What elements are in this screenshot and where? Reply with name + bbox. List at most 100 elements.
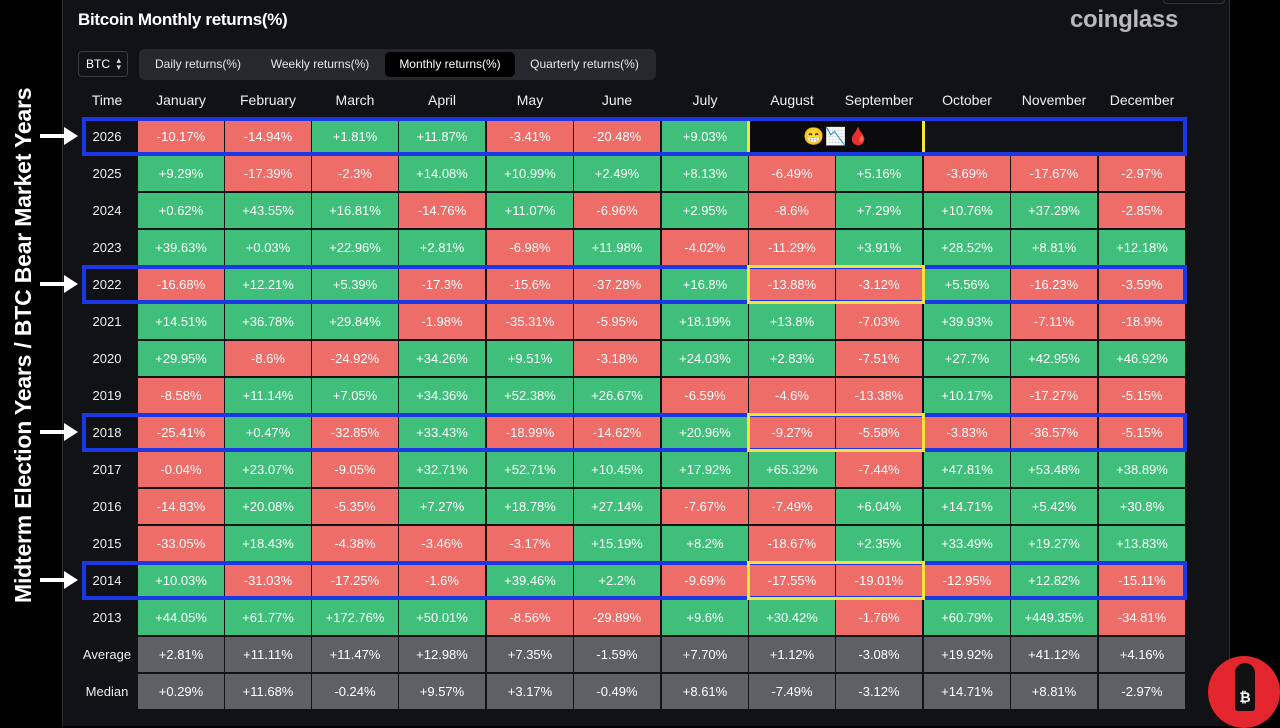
table-cell: +17.92% [662,452,748,487]
table-cell: -8.6% [225,341,311,376]
tab-weekly-returns[interactable]: Weekly returns(%) [270,57,370,71]
grin-emoji-icon: 😁 [803,126,825,146]
table-cell: -11.29% [749,230,835,265]
table-cell: -18.67% [749,526,835,561]
table-cell: +13.83% [1099,526,1185,561]
table-cell: +172.76% [312,600,398,635]
table-cell: +34.26% [399,341,485,376]
table-cell: +15.19% [574,526,660,561]
tab-quarterly-returns[interactable]: Quarterly returns(%) [530,57,639,71]
table-cell: +27.14% [574,489,660,524]
table-cell: +41.12% [1011,637,1097,672]
highlight-row-box [82,561,1187,600]
coin-select-value: BTC [86,57,110,71]
table-cell: +14.71% [924,674,1010,709]
column-header: Time [91,92,123,108]
tab-monthly-returns[interactable]: Monthly returns(%) [385,52,515,77]
table-cell: -2.97% [1099,156,1185,191]
table-cell: -16.68% [138,267,224,302]
table-cell: +12.98% [399,637,485,672]
table-cell: +9.57% [399,674,485,709]
table-cell: +52.38% [487,378,573,413]
table-cell: +16.8% [662,267,748,302]
table-cell: -1.59% [574,637,660,672]
table-cell: +23.07% [225,452,311,487]
table-cell: +4.16% [1099,637,1185,672]
table-cell: -7.51% [836,341,922,376]
table-cell: +46.92% [1099,341,1185,376]
table-cell: -7.03% [836,304,922,339]
table-cell: +0.29% [138,674,224,709]
column-header: May [516,92,544,108]
table-cell: -18.9% [1099,304,1185,339]
table-cell: -5.15% [1099,378,1185,413]
table-cell: -13.38% [836,378,922,413]
table-cell: -17.67% [1011,156,1097,191]
coin-select[interactable]: BTC ▴ ▾ [78,51,128,77]
row-label: 2022 [92,277,122,292]
table-cell: -15.11% [1099,563,1185,598]
table-cell: +37.29% [1011,193,1097,228]
table-cell: +2.35% [836,526,922,561]
table-cell: -5.15% [1099,415,1185,450]
row-label: 2013 [92,610,122,625]
column-header: August [770,92,814,108]
table-cell: -29.89% [574,600,660,635]
arrow-right-icon [40,571,78,589]
table-cell: +11.98% [574,230,660,265]
bitcoin-bullet-badge[interactable]: ₿ [1208,656,1280,728]
table-cell: +2.83% [749,341,835,376]
table-cell: +9.29% [138,156,224,191]
table-cell: +38.89% [1099,452,1185,487]
table-cell: -6.59% [662,378,748,413]
column-header: July [692,92,718,108]
row-label: Average [82,647,132,662]
table-cell: -32.85% [312,415,398,450]
table-cell: -4.6% [749,378,835,413]
table-cell: +8.2% [662,526,748,561]
table-cell: +1.81% [312,119,398,154]
table-cell: -36.57% [1011,415,1097,450]
table-cell: +3.91% [836,230,922,265]
table-cell: -5.95% [574,304,660,339]
table-cell: -0.49% [574,674,660,709]
table-cell: +53.48% [1011,452,1097,487]
table-cell: -3.69% [924,156,1010,191]
returns-tabs: Daily returns(%) Weekly returns(%) Month… [139,49,656,80]
table-cell: -16.23% [1011,267,1097,302]
table-cell: -6.98% [487,230,573,265]
highlight-row-box [82,413,1187,452]
table-cell: +3.17% [487,674,573,709]
table-cell: +34.36% [399,378,485,413]
table-cell: -9.69% [662,563,748,598]
table-cell: -8.6% [749,193,835,228]
table-cell: -0.24% [312,674,398,709]
table-cell: +33.43% [399,415,485,450]
table-cell: +20.96% [662,415,748,450]
aug-sep-highlight-box [747,413,925,452]
table-cell: +10.03% [138,563,224,598]
table-cell: +39.93% [924,304,1010,339]
table-cell: +11.14% [225,378,311,413]
row-label: 2025 [92,166,122,181]
table-cell: -24.92% [312,341,398,376]
tab-daily-returns[interactable]: Daily returns(%) [154,57,241,71]
table-cell: +5.16% [836,156,922,191]
table-cell: -17.55% [749,563,835,598]
highlight-row-box [82,265,1187,304]
table-cell: +10.45% [574,452,660,487]
table-cell: +50.01% [399,600,485,635]
table-cell: +22.96% [312,230,398,265]
table-cell: +0.03% [225,230,311,265]
bullet-icon: ₿ [1235,663,1255,711]
table-cell: -9.27% [749,415,835,450]
table-cell: +65.32% [749,452,835,487]
blood-drop-emoji-icon: 🩸 [847,126,869,146]
table-cell: +28.52% [924,230,1010,265]
table-cell: +0.47% [225,415,311,450]
table-cell: +10.17% [924,378,1010,413]
table-cell: +11.11% [225,637,311,672]
table-cell: +9.51% [487,341,573,376]
table-cell: +9.6% [662,600,748,635]
row-label: 2023 [92,240,122,255]
